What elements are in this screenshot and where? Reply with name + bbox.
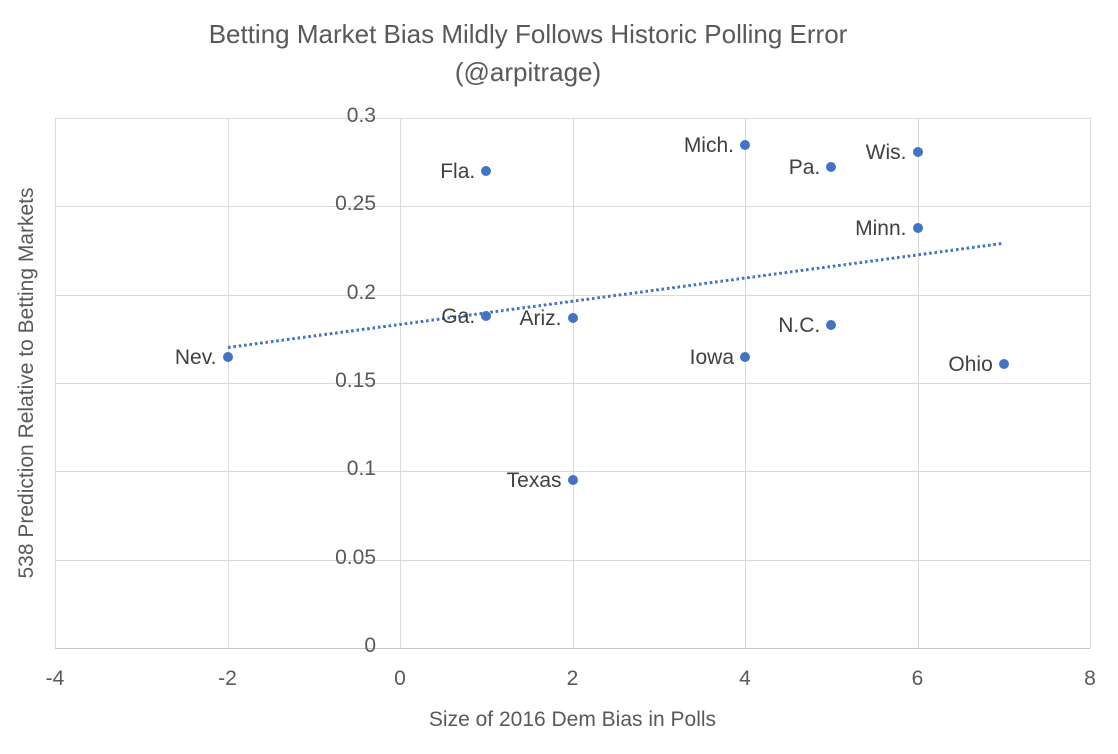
data-point-fla	[481, 166, 492, 176]
data-point-ga	[481, 310, 492, 321]
point-label-mich: Mich.	[683, 133, 734, 157]
x-tick-label: -4	[45, 667, 65, 690]
point-label-minn: Minn.	[855, 216, 907, 240]
data-point-texas	[567, 475, 578, 486]
data-point-nev	[222, 351, 233, 362]
horizontal-gridline	[55, 471, 1090, 473]
horizontal-gridline	[55, 383, 1090, 384]
data-point-iowa	[740, 351, 750, 362]
chart-title-line1: Betting Market Bias Mildly Follows Histo…	[208, 19, 848, 49]
horizontal-gridline	[55, 559, 1090, 561]
y-tick-label: 0	[364, 634, 376, 657]
data-point-wis	[912, 146, 923, 157]
x-axis-line	[55, 648, 1090, 649]
data-point-nc	[826, 319, 837, 330]
data-point-mich	[740, 139, 750, 150]
point-label-ariz: Ariz.	[519, 306, 562, 330]
horizontal-gridline	[55, 118, 1090, 119]
point-label-wis: Wis.	[865, 140, 907, 164]
point-label-ga: Ga.	[441, 304, 476, 328]
data-point-ariz	[567, 312, 578, 323]
y-tick-label: 0.15	[335, 369, 376, 392]
plot-area: Nev. Fla. Ga. Ariz. Texas Mich. Iowa Pa. N.C. Wis…	[55, 118, 1091, 649]
x-tick-label: 2	[566, 667, 579, 690]
point-label-nev: Nev.	[174, 345, 217, 369]
point-label-texas: Texas	[506, 469, 562, 493]
point-label-fla: Fla.	[440, 160, 476, 183]
vertical-gridline	[1090, 118, 1091, 648]
x-tick-label: 8	[1084, 667, 1096, 690]
chart-title-line2: (@arpitrage)	[454, 57, 602, 87]
x-tick-label: 4	[739, 667, 751, 690]
y-tick-label: 0.25	[335, 192, 376, 216]
x-tick-label: 0	[394, 667, 406, 690]
y-axis-title: 538 Prediction Relative to Betting Marke…	[15, 187, 38, 579]
data-point-ohio	[998, 358, 1009, 369]
horizontal-gridline	[55, 294, 1090, 296]
point-label-ohio: Ohio	[948, 352, 993, 376]
horizontal-gridline	[55, 206, 1090, 208]
y-tick-label: 0.1	[346, 457, 376, 481]
point-label-iowa: Iowa	[689, 345, 734, 369]
y-tick-label: 0.3	[346, 104, 376, 127]
y-tick-label: 0.05	[335, 545, 376, 569]
data-point-minn	[912, 222, 923, 233]
point-label-pa: Pa.	[788, 156, 821, 180]
point-label-nc: N.C.	[778, 313, 821, 337]
x-tick-label: -2	[218, 667, 237, 690]
x-axis-title: Size of 2016 Dem Bias in Polls	[428, 708, 717, 731]
y-tick-label: 0.2	[346, 280, 376, 304]
chart-title: Betting Market Bias Mildly Follows Histo…	[0, 15, 1056, 91]
x-tick-label: 6	[911, 667, 924, 690]
data-point-pa	[826, 162, 837, 173]
